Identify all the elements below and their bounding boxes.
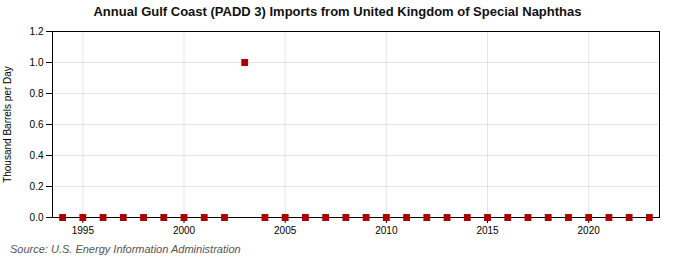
svg-text:2020: 2020 (578, 225, 601, 236)
svg-text:2010: 2010 (375, 225, 398, 236)
svg-text:0.8: 0.8 (30, 88, 44, 99)
svg-text:0.0: 0.0 (30, 212, 44, 223)
html-text:Annual Gulf Coast (PADD 3) Imp: Annual Gulf Coast (PADD 3) Imports from … (93, 4, 582, 19)
svg-text:Thousand Barrels per Day: Thousand Barrels per Day (2, 66, 13, 183)
svg-text:2000: 2000 (173, 225, 196, 236)
svg-text:0.6: 0.6 (30, 119, 44, 130)
svg-text:0.4: 0.4 (30, 150, 44, 161)
svg-text:2015: 2015 (476, 225, 499, 236)
svg-text:0.2: 0.2 (30, 181, 44, 192)
svg-text:1995: 1995 (72, 225, 95, 236)
svg-text:1.2: 1.2 (30, 26, 44, 37)
svg-text:2005: 2005 (274, 225, 297, 236)
svg-text:1.0: 1.0 (30, 57, 44, 68)
html-text:Source: U.S. Energy Informatio: Source: U.S. Energy Information Administ… (10, 243, 241, 255)
